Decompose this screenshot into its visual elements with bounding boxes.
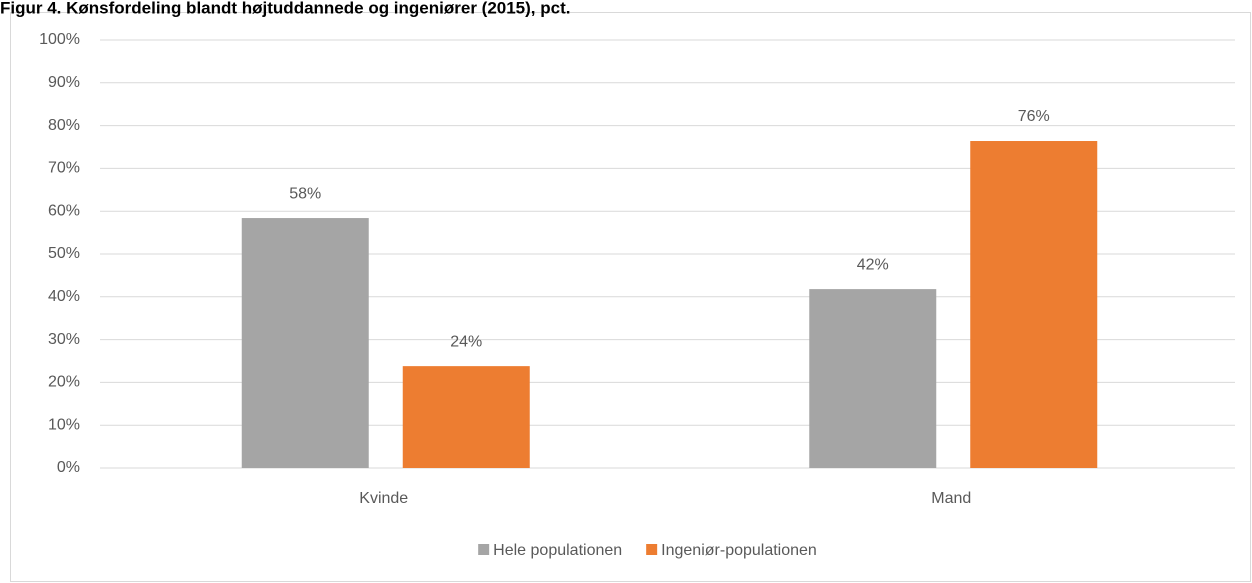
legend: Hele populationen Ingeniør-populationen: [478, 542, 817, 559]
y-tick-label: 20%: [48, 374, 80, 391]
y-tick-label: 90%: [48, 74, 80, 91]
y-tick-label: 10%: [48, 416, 80, 433]
y-tick-label: 100%: [39, 31, 80, 48]
bar: [809, 289, 937, 468]
y-tick-label: 30%: [48, 331, 80, 348]
chart-title: Figur 4. Kønsfordeling blandt højtuddann…: [0, 0, 570, 17]
legend-label: Hele populationen: [493, 542, 622, 559]
legend-label: Ingeniør-populationen: [661, 542, 817, 559]
y-tick-label: 40%: [48, 288, 80, 305]
data-label: 24%: [450, 333, 482, 350]
y-tick-label: 80%: [48, 117, 80, 134]
data-label: 58%: [289, 185, 321, 202]
legend-swatch: [478, 544, 490, 555]
data-label: 42%: [857, 256, 889, 273]
y-tick-label: 60%: [48, 202, 80, 219]
bar: [241, 218, 369, 468]
y-tick-label: 70%: [48, 160, 80, 177]
legend-swatch: [646, 544, 658, 555]
data-label: 76%: [1018, 108, 1050, 125]
y-tick-label: 0%: [57, 459, 80, 476]
bar: [402, 366, 530, 468]
y-tick-label: 50%: [48, 245, 80, 262]
x-tick-label: Mand: [931, 490, 971, 507]
x-tick-label: Kvinde: [359, 490, 408, 507]
bar: [970, 141, 1098, 468]
